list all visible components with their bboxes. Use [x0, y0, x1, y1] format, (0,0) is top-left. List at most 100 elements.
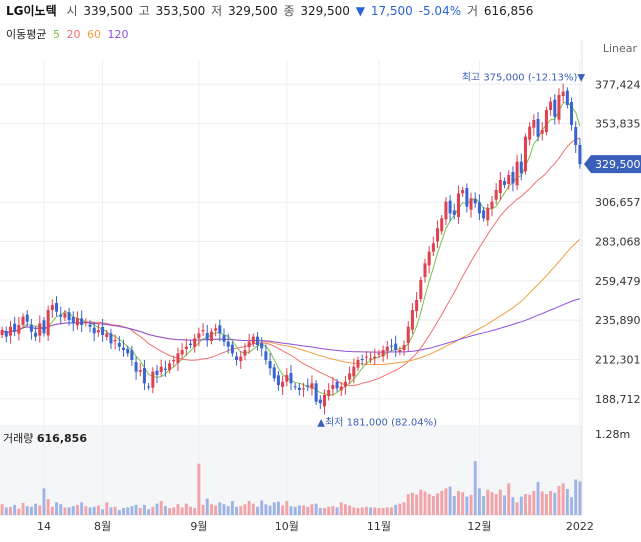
candle-body [67, 312, 71, 320]
volume-bar [544, 494, 548, 515]
candle [343, 376, 347, 395]
candle [523, 133, 527, 175]
candle [96, 323, 100, 337]
candle [276, 370, 280, 391]
candle-body [381, 350, 385, 357]
volume-bar [540, 491, 544, 515]
candle-body [29, 324, 33, 332]
candle [364, 351, 368, 365]
candle [25, 310, 29, 328]
candle-body [285, 375, 289, 382]
volume-bar [318, 508, 322, 515]
candle [515, 154, 519, 190]
candle [322, 389, 327, 415]
candle [29, 319, 33, 340]
candle [222, 328, 226, 347]
candle-body [322, 395, 327, 407]
candle-body [398, 350, 402, 352]
volume-bar [268, 505, 272, 515]
candle-body [4, 331, 8, 337]
volume-bar [117, 509, 121, 515]
volume-bar [25, 506, 29, 515]
volume-bar [356, 508, 360, 515]
candle [189, 340, 193, 349]
candle [348, 366, 352, 385]
volume-bar [50, 506, 54, 515]
candle-body [318, 399, 322, 404]
moving-average-legend[interactable]: 이동평균 5 20 60 120 [6, 26, 131, 42]
candle-body [113, 340, 117, 342]
candle [235, 351, 239, 366]
candle-body [549, 101, 553, 110]
candle-body [205, 333, 209, 340]
candle-body [17, 325, 21, 334]
volume-bar [398, 503, 402, 515]
volume-bar [209, 504, 213, 515]
price-tick-label: 353,835 [595, 118, 641, 131]
volume-bar [285, 501, 289, 515]
volume-bar [63, 507, 67, 515]
candle-body [574, 127, 578, 145]
candle [38, 315, 42, 343]
candle [42, 317, 46, 337]
stock-name: LG이노텍 [6, 4, 57, 18]
volume-panel-title: 거래량 616,856 [3, 430, 87, 446]
price-tick-label: 377,424 [595, 78, 641, 91]
candle-body [142, 368, 146, 384]
candle [469, 192, 473, 218]
volume-bar [578, 481, 582, 515]
volume-bar [528, 494, 532, 515]
candle [498, 172, 502, 200]
volume-bar [302, 505, 306, 515]
candle-body [423, 263, 427, 277]
candle [339, 382, 343, 396]
volume-bar [239, 506, 243, 515]
candle [147, 383, 151, 390]
volume-bar [448, 486, 452, 515]
candle-body [243, 350, 247, 356]
candle-body [230, 344, 234, 354]
candle [226, 333, 230, 354]
candle-body [490, 201, 494, 209]
candle-body [402, 345, 406, 350]
volume-bar [331, 506, 335, 515]
candle-body [436, 228, 440, 242]
candle [214, 323, 218, 337]
candle-body [260, 343, 264, 349]
candle-body [80, 318, 84, 325]
volume-bar [306, 506, 310, 515]
candle [419, 276, 423, 303]
close-label: 종 [283, 4, 295, 18]
x-tick-label: 10월 [275, 520, 299, 533]
candle-body [578, 145, 582, 165]
volume-bar [88, 507, 92, 515]
candle-body [482, 210, 486, 219]
candle [59, 306, 63, 324]
candle [142, 360, 146, 391]
volume-bar [431, 495, 435, 515]
volume-bar [55, 502, 58, 515]
volume-bar [84, 506, 88, 515]
candle [272, 364, 276, 382]
candle-body [50, 305, 54, 310]
volume-bar [17, 508, 21, 515]
x-tick-label: 14 [37, 520, 51, 533]
volume-label: 거 [466, 4, 478, 18]
candle [452, 203, 456, 220]
candle [486, 203, 490, 226]
volume-bar [218, 502, 222, 515]
candle-body [331, 385, 335, 389]
candle-body [0, 330, 4, 335]
volume-bar [339, 502, 343, 515]
volume-bar [29, 506, 33, 515]
candle-body [276, 375, 280, 385]
scale-type-label[interactable]: Linear [602, 42, 637, 55]
candle-body [172, 360, 176, 362]
candle-body [46, 310, 50, 336]
candle [536, 112, 540, 142]
candle [84, 318, 88, 327]
candle [360, 354, 364, 366]
volume-value: 616,856 [483, 4, 534, 18]
candle-body [25, 314, 29, 322]
